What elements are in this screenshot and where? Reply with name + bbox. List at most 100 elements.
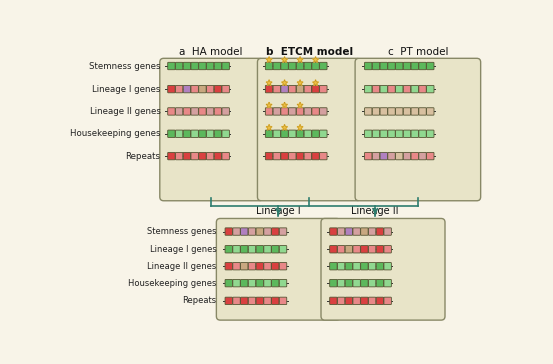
- FancyBboxPatch shape: [168, 86, 175, 93]
- FancyBboxPatch shape: [265, 62, 273, 70]
- FancyBboxPatch shape: [273, 153, 280, 160]
- FancyBboxPatch shape: [395, 86, 403, 93]
- FancyBboxPatch shape: [273, 86, 280, 93]
- Text: Stemness genes: Stemness genes: [147, 227, 216, 236]
- Text: Lineage II genes: Lineage II genes: [147, 262, 216, 271]
- FancyBboxPatch shape: [426, 153, 434, 160]
- FancyBboxPatch shape: [330, 246, 337, 253]
- Text: Housekeeping genes: Housekeeping genes: [128, 279, 216, 288]
- FancyBboxPatch shape: [312, 62, 319, 70]
- FancyBboxPatch shape: [296, 130, 304, 138]
- FancyBboxPatch shape: [395, 108, 403, 115]
- FancyBboxPatch shape: [281, 108, 288, 115]
- FancyBboxPatch shape: [330, 262, 337, 270]
- FancyBboxPatch shape: [419, 130, 426, 138]
- FancyBboxPatch shape: [281, 62, 288, 70]
- Text: Repeats: Repeats: [126, 151, 160, 161]
- FancyBboxPatch shape: [388, 153, 395, 160]
- FancyBboxPatch shape: [345, 228, 353, 235]
- FancyBboxPatch shape: [225, 262, 232, 270]
- Polygon shape: [266, 57, 272, 62]
- FancyBboxPatch shape: [272, 228, 279, 235]
- FancyBboxPatch shape: [380, 62, 388, 70]
- FancyBboxPatch shape: [258, 58, 361, 201]
- Polygon shape: [297, 102, 303, 108]
- FancyBboxPatch shape: [395, 62, 403, 70]
- FancyBboxPatch shape: [320, 153, 327, 160]
- FancyBboxPatch shape: [376, 228, 384, 235]
- Polygon shape: [281, 80, 288, 86]
- FancyBboxPatch shape: [264, 297, 271, 305]
- FancyBboxPatch shape: [233, 262, 240, 270]
- FancyBboxPatch shape: [411, 108, 419, 115]
- FancyBboxPatch shape: [368, 246, 376, 253]
- FancyBboxPatch shape: [411, 62, 419, 70]
- FancyBboxPatch shape: [312, 130, 319, 138]
- FancyBboxPatch shape: [419, 153, 426, 160]
- FancyBboxPatch shape: [384, 246, 392, 253]
- FancyBboxPatch shape: [265, 108, 273, 115]
- FancyBboxPatch shape: [206, 108, 214, 115]
- FancyBboxPatch shape: [241, 280, 248, 287]
- FancyBboxPatch shape: [222, 153, 229, 160]
- FancyBboxPatch shape: [304, 153, 311, 160]
- FancyBboxPatch shape: [411, 130, 419, 138]
- FancyBboxPatch shape: [364, 86, 372, 93]
- FancyBboxPatch shape: [403, 130, 411, 138]
- FancyBboxPatch shape: [384, 228, 392, 235]
- FancyBboxPatch shape: [241, 228, 248, 235]
- FancyBboxPatch shape: [216, 218, 341, 320]
- FancyBboxPatch shape: [403, 153, 411, 160]
- FancyBboxPatch shape: [395, 130, 403, 138]
- FancyBboxPatch shape: [183, 108, 191, 115]
- FancyBboxPatch shape: [175, 130, 183, 138]
- Text: Housekeeping genes: Housekeeping genes: [70, 129, 160, 138]
- FancyBboxPatch shape: [320, 130, 327, 138]
- FancyBboxPatch shape: [175, 108, 183, 115]
- FancyBboxPatch shape: [330, 280, 337, 287]
- FancyBboxPatch shape: [403, 86, 411, 93]
- Polygon shape: [312, 57, 319, 62]
- FancyBboxPatch shape: [355, 58, 481, 201]
- FancyBboxPatch shape: [368, 262, 376, 270]
- FancyBboxPatch shape: [222, 86, 229, 93]
- FancyBboxPatch shape: [272, 262, 279, 270]
- FancyBboxPatch shape: [248, 297, 255, 305]
- FancyBboxPatch shape: [372, 153, 380, 160]
- FancyBboxPatch shape: [225, 280, 232, 287]
- FancyBboxPatch shape: [279, 262, 287, 270]
- FancyBboxPatch shape: [376, 297, 384, 305]
- FancyBboxPatch shape: [376, 280, 384, 287]
- FancyBboxPatch shape: [337, 297, 345, 305]
- FancyBboxPatch shape: [168, 153, 175, 160]
- FancyBboxPatch shape: [222, 62, 229, 70]
- FancyBboxPatch shape: [191, 130, 199, 138]
- FancyBboxPatch shape: [248, 246, 255, 253]
- FancyBboxPatch shape: [388, 108, 395, 115]
- FancyBboxPatch shape: [199, 108, 206, 115]
- FancyBboxPatch shape: [312, 153, 319, 160]
- FancyBboxPatch shape: [206, 130, 214, 138]
- FancyBboxPatch shape: [183, 153, 191, 160]
- FancyBboxPatch shape: [183, 62, 191, 70]
- FancyBboxPatch shape: [289, 86, 296, 93]
- FancyBboxPatch shape: [353, 280, 361, 287]
- FancyBboxPatch shape: [241, 262, 248, 270]
- FancyBboxPatch shape: [273, 108, 280, 115]
- FancyBboxPatch shape: [175, 86, 183, 93]
- FancyBboxPatch shape: [281, 130, 288, 138]
- FancyBboxPatch shape: [368, 280, 376, 287]
- FancyBboxPatch shape: [388, 130, 395, 138]
- FancyBboxPatch shape: [225, 228, 232, 235]
- FancyBboxPatch shape: [168, 108, 175, 115]
- FancyBboxPatch shape: [426, 130, 434, 138]
- Polygon shape: [266, 102, 272, 108]
- FancyBboxPatch shape: [353, 228, 361, 235]
- FancyBboxPatch shape: [312, 86, 319, 93]
- FancyBboxPatch shape: [273, 62, 280, 70]
- FancyBboxPatch shape: [233, 246, 240, 253]
- FancyBboxPatch shape: [289, 62, 296, 70]
- FancyBboxPatch shape: [233, 280, 240, 287]
- Text: Lineage I: Lineage I: [256, 206, 301, 216]
- FancyBboxPatch shape: [191, 62, 199, 70]
